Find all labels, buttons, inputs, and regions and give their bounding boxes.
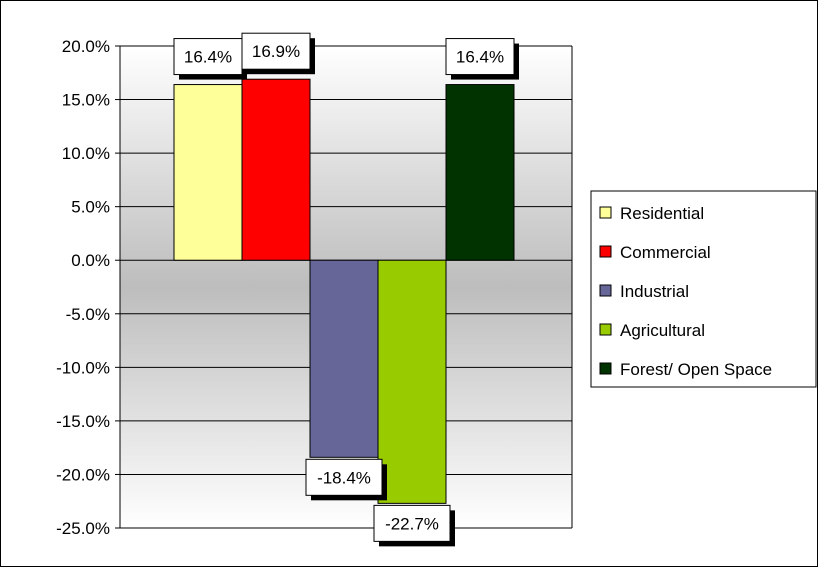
legend-swatch-forest-open-space [599, 362, 612, 375]
data-label-text: -18.4% [317, 468, 371, 487]
y-tick-label: -20.0% [56, 465, 110, 484]
data-label-residential: 16.4% [173, 38, 247, 80]
y-tick-label: 0.0% [71, 251, 110, 270]
data-label-text: 16.4% [456, 48, 504, 67]
legend-box [590, 190, 817, 388]
bar-residential [173, 84, 243, 261]
y-tick-label: 15.0% [62, 91, 110, 110]
y-tick-label: 20.0% [62, 37, 110, 56]
legend-swatch-agricultural [599, 323, 612, 336]
legend-label-commercial: Commercial [620, 243, 711, 262]
data-label-commercial: 16.9% [241, 32, 315, 75]
legend-label-forest-open-space: Forest/ Open Space [620, 360, 772, 379]
data-label-forest-open-space: 16.4% [445, 38, 519, 80]
legend-swatch-industrial [599, 284, 612, 297]
legend-label-agricultural: Agricultural [620, 321, 705, 340]
y-tick-label: 5.0% [71, 198, 110, 217]
data-label-text: 16.4% [184, 48, 232, 67]
data-label-box [173, 38, 243, 76]
data-label-agricultural: -22.7% [373, 504, 455, 547]
legend-label-industrial: Industrial [620, 282, 689, 301]
bar-forest-open-space [445, 84, 515, 261]
bar-industrial [309, 259, 379, 458]
data-label-box [241, 32, 311, 70]
y-tick-label: -25.0% [56, 519, 110, 538]
legend-swatch-commercial [599, 245, 612, 258]
y-tick-label: 10.0% [62, 144, 110, 163]
data-label-box [305, 458, 383, 496]
y-tick-label: -10.0% [56, 358, 110, 377]
data-label-box [445, 38, 515, 76]
y-tick-label: -5.0% [66, 305, 110, 324]
bar-agricultural [377, 259, 447, 504]
legend-label-residential: Residential [620, 204, 704, 223]
data-label-text: 16.9% [252, 42, 300, 61]
data-label-industrial: -18.4% [305, 458, 387, 501]
legend: Residential Commercial Industrial Agricultu… [590, 190, 817, 388]
y-tick-label: -15.0% [56, 412, 110, 431]
bar-commercial [241, 78, 311, 261]
legend-swatch-residential [599, 206, 612, 219]
data-label-text: -22.7% [385, 514, 439, 533]
data-label-box [373, 504, 451, 542]
